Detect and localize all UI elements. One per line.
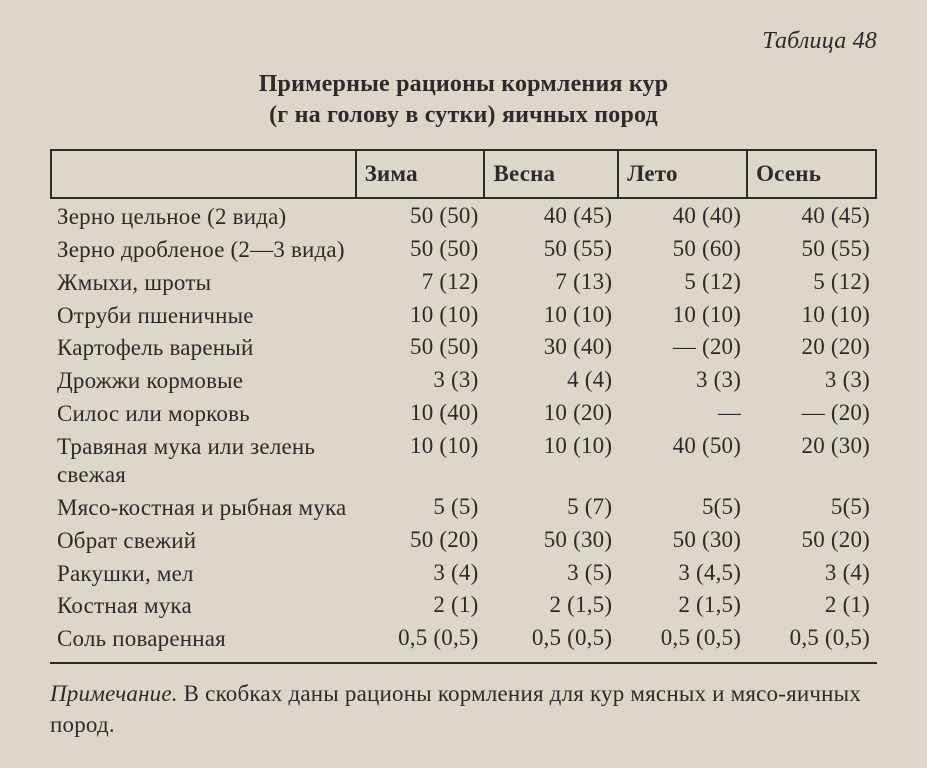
cell-value: 2 (1,5): [484, 590, 618, 623]
cell-value: 0,5 (0,5): [484, 623, 618, 660]
cell-value: — (20): [747, 398, 876, 431]
cell-value: 10 (10): [747, 300, 876, 333]
cell-value: 5 (7): [484, 492, 618, 525]
note-label: Примечание.: [50, 681, 178, 706]
row-label: Соль поваренная: [51, 623, 356, 660]
row-label: Ракушки, мел: [51, 558, 356, 591]
cell-value: —: [618, 398, 747, 431]
cell-value: 0,5 (0,5): [618, 623, 747, 660]
row-label: Обрат свежий: [51, 525, 356, 558]
cell-value: 50 (50): [356, 234, 485, 267]
cell-value: 3 (3): [618, 365, 747, 398]
row-label: Отруби пшеничные: [51, 300, 356, 333]
cell-value: 50 (20): [356, 525, 485, 558]
table-row: Соль поваренная0,5 (0,5)0,5 (0,5)0,5 (0,…: [51, 623, 876, 660]
col-header-spring: Весна: [484, 150, 618, 198]
row-label: Травяная мука или зелень свежая: [51, 431, 356, 493]
cell-value: 50 (60): [618, 234, 747, 267]
table-row: Картофель вареный50 (50)30 (40)— (20)20 …: [51, 332, 876, 365]
ration-table: Зима Весна Лето Осень Зерно цельное (2 в…: [50, 149, 877, 660]
cell-value: 3 (4): [356, 558, 485, 591]
cell-value: 40 (45): [747, 198, 876, 234]
cell-value: 10 (10): [484, 300, 618, 333]
cell-value: 30 (40): [484, 332, 618, 365]
table-note: Примечание. В скобках даны рационы кормл…: [50, 678, 877, 740]
cell-value: 3 (4,5): [618, 558, 747, 591]
cell-value: 40 (40): [618, 198, 747, 234]
title-line-1: Примерные рационы кормления кур: [259, 71, 669, 97]
table-row: Дрожжи кормовые3 (3)4 (4)3 (3)3 (3): [51, 365, 876, 398]
col-header-autumn: Осень: [747, 150, 876, 198]
row-label: Картофель вареный: [51, 332, 356, 365]
cell-value: 2 (1): [356, 590, 485, 623]
table-row: Зерно цельное (2 вида)50 (50)40 (45)40 (…: [51, 198, 876, 234]
cell-value: 0,5 (0,5): [747, 623, 876, 660]
cell-value: 50 (30): [618, 525, 747, 558]
cell-value: 20 (30): [747, 431, 876, 493]
cell-value: 5 (5): [356, 492, 485, 525]
table-row: Ракушки, мел3 (4)3 (5)3 (4,5)3 (4): [51, 558, 876, 591]
cell-value: 50 (20): [747, 525, 876, 558]
cell-value: 5 (12): [618, 267, 747, 300]
cell-value: 50 (55): [747, 234, 876, 267]
cell-value: — (20): [618, 332, 747, 365]
cell-value: 5(5): [747, 492, 876, 525]
cell-value: 3 (3): [356, 365, 485, 398]
table-title: Примерные рационы кормления кур (г на го…: [50, 69, 877, 131]
cell-value: 50 (50): [356, 198, 485, 234]
cell-value: 7 (13): [484, 267, 618, 300]
table-number: Таблица 48: [50, 28, 877, 55]
cell-value: 10 (10): [356, 431, 485, 493]
cell-value: 5(5): [618, 492, 747, 525]
cell-value: 10 (20): [484, 398, 618, 431]
cell-value: 7 (12): [356, 267, 485, 300]
row-label: Дрожжи кормовые: [51, 365, 356, 398]
cell-value: 20 (20): [747, 332, 876, 365]
cell-value: 2 (1): [747, 590, 876, 623]
table-header: Зима Весна Лето Осень: [51, 150, 876, 198]
row-label: Жмыхи, шроты: [51, 267, 356, 300]
table-bottom-rule: [50, 662, 877, 664]
cell-value: 10 (10): [618, 300, 747, 333]
cell-value: 10 (40): [356, 398, 485, 431]
row-label: Зерно дробленое (2—3 вида): [51, 234, 356, 267]
row-label: Силос или морковь: [51, 398, 356, 431]
cell-value: 50 (30): [484, 525, 618, 558]
row-label: Костная мука: [51, 590, 356, 623]
cell-value: 0,5 (0,5): [356, 623, 485, 660]
row-label: Мясо-костная и рыбная мука: [51, 492, 356, 525]
table-row: Зерно дробленое (2—3 вида)50 (50)50 (55)…: [51, 234, 876, 267]
cell-value: 40 (50): [618, 431, 747, 493]
cell-value: 2 (1,5): [618, 590, 747, 623]
cell-value: 10 (10): [484, 431, 618, 493]
col-header-item: [51, 150, 356, 198]
cell-value: 3 (3): [747, 365, 876, 398]
table-row: Костная мука2 (1)2 (1,5)2 (1,5)2 (1): [51, 590, 876, 623]
table-row: Травяная мука или зелень свежая10 (10)10…: [51, 431, 876, 493]
col-header-winter: Зима: [356, 150, 485, 198]
table-row: Жмыхи, шроты7 (12)7 (13)5 (12)5 (12): [51, 267, 876, 300]
cell-value: 10 (10): [356, 300, 485, 333]
table-row: Отруби пшеничные10 (10)10 (10)10 (10)10 …: [51, 300, 876, 333]
table-row: Мясо-костная и рыбная мука5 (5)5 (7)5(5)…: [51, 492, 876, 525]
table-row: Обрат свежий50 (20)50 (30)50 (30)50 (20): [51, 525, 876, 558]
table-row: Силос или морковь10 (40)10 (20)—— (20): [51, 398, 876, 431]
cell-value: 4 (4): [484, 365, 618, 398]
table-body: Зерно цельное (2 вида)50 (50)40 (45)40 (…: [51, 198, 876, 660]
row-label: Зерно цельное (2 вида): [51, 198, 356, 234]
cell-value: 40 (45): [484, 198, 618, 234]
cell-value: 50 (50): [356, 332, 485, 365]
cell-value: 50 (55): [484, 234, 618, 267]
cell-value: 3 (4): [747, 558, 876, 591]
cell-value: 3 (5): [484, 558, 618, 591]
cell-value: 5 (12): [747, 267, 876, 300]
title-line-2: (г на голову в сутки) яичных пород: [269, 102, 658, 128]
col-header-summer: Лето: [618, 150, 747, 198]
